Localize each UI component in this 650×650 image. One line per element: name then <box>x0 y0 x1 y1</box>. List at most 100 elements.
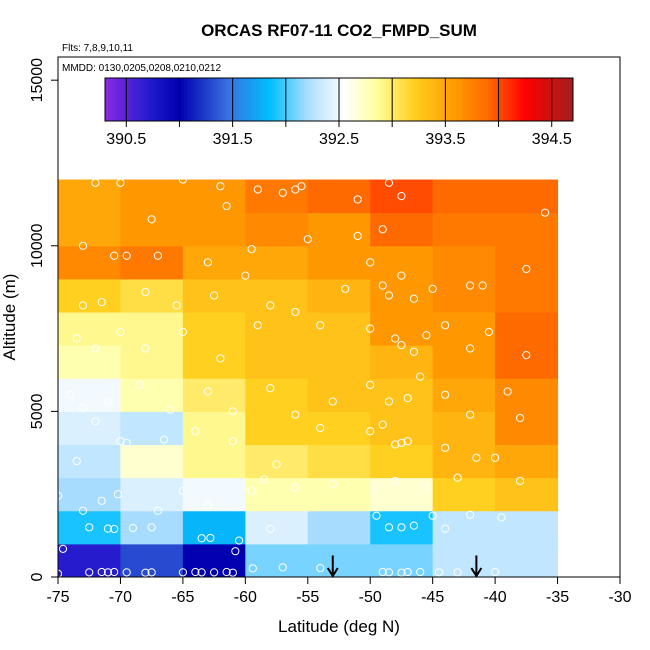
observation-points <box>53 175 550 578</box>
colorbar-step <box>432 78 436 121</box>
observation-point <box>234 536 244 545</box>
colorbar-step <box>271 78 276 121</box>
heatmap-cell <box>370 411 434 446</box>
observation-point <box>122 568 131 577</box>
colorbar-step <box>353 78 357 121</box>
observation-point <box>141 344 150 353</box>
observation-point <box>428 284 437 293</box>
observation-point <box>341 284 350 293</box>
heatmap-cell <box>245 477 309 512</box>
observation-point <box>85 523 94 532</box>
heatmap-cell <box>432 179 496 214</box>
observation-point <box>216 182 225 191</box>
heatmap-cell <box>182 477 246 512</box>
observation-point <box>116 327 125 337</box>
colorbar-tick-label: 390.5 <box>106 131 146 148</box>
observation-point <box>453 568 462 577</box>
colorbar-step <box>224 78 229 121</box>
observation-point <box>434 568 444 577</box>
colorbar-step <box>140 78 144 121</box>
heatmap-cell <box>495 179 559 214</box>
x-axis: -75 -70 -65 -60 -55 -50 -45 -40 -35 -30 <box>46 577 632 606</box>
colorbar-step <box>570 78 574 121</box>
observation-point <box>91 344 100 353</box>
colorbar-step <box>169 78 173 121</box>
observation-point <box>453 473 462 482</box>
colorbar-step <box>204 78 208 121</box>
observation-point <box>191 427 200 436</box>
observation-point <box>497 513 506 522</box>
colorbar-step <box>488 78 492 121</box>
observation-point <box>253 185 262 194</box>
heatmap-cell <box>432 543 496 578</box>
observation-point <box>391 476 400 486</box>
heatmap-cell <box>370 477 434 512</box>
x-tick-label: -50 <box>359 589 382 606</box>
observation-point <box>397 192 406 201</box>
x-tick-label: -65 <box>171 589 194 606</box>
observation-point <box>216 354 225 363</box>
heatmap-cell <box>307 543 371 578</box>
x-tick-label: -70 <box>109 589 132 606</box>
heatmap-cell <box>58 444 121 479</box>
observation-point <box>178 175 187 184</box>
colorbar-step <box>523 78 527 121</box>
observation-point <box>378 225 387 234</box>
heatmap-cell <box>495 378 559 412</box>
colorbar-step <box>321 78 325 121</box>
observation-point <box>147 523 156 532</box>
colorbar-step <box>172 78 176 121</box>
observation-point <box>466 344 475 353</box>
colorbar-step <box>423 78 428 121</box>
observation-point <box>416 567 425 577</box>
plot-frame <box>57 56 621 578</box>
colorbar-step <box>222 78 226 121</box>
colorbar-step <box>450 78 454 121</box>
colorbar-step <box>350 78 355 121</box>
colorbar-step <box>251 78 255 121</box>
colorbar-step <box>306 78 311 121</box>
heatmap-cell <box>370 245 434 280</box>
observation-point <box>103 524 113 533</box>
observation-point <box>110 567 119 577</box>
observation-point <box>113 490 123 499</box>
colorbar-step <box>219 78 223 121</box>
observation-point <box>291 185 300 194</box>
heatmap-cell <box>58 212 121 247</box>
colorbar-step <box>245 78 249 121</box>
colorbar-step <box>262 78 267 121</box>
x-tick-label: -30 <box>608 589 631 606</box>
colorbar-step <box>476 78 480 121</box>
observation-point <box>378 420 387 429</box>
heatmap-cell <box>245 444 309 479</box>
colorbar-step <box>163 78 167 121</box>
heatmap-cell <box>182 378 246 412</box>
observation-point <box>110 251 119 260</box>
colorbar-step <box>175 78 179 121</box>
colorbar-ticks: 390.5 391.5 392.5 393.5 394.5 <box>106 78 572 148</box>
heatmap-cell <box>307 444 371 479</box>
colorbar-step <box>447 78 451 121</box>
heatmap-cell <box>370 444 434 479</box>
heatmap-cell <box>58 245 121 280</box>
observation-point <box>441 390 450 399</box>
colorbar-step <box>379 78 384 121</box>
observation-point <box>491 567 500 577</box>
observation-point <box>97 567 106 577</box>
colorbar-step <box>529 78 533 121</box>
observation-point <box>85 568 94 577</box>
colorbar-step <box>435 78 439 121</box>
colorbar-step <box>482 78 486 121</box>
colorbar-step <box>213 78 217 121</box>
heatmap-cell <box>495 411 559 446</box>
colorbar-step <box>309 78 314 121</box>
colorbar-step <box>260 78 264 121</box>
heatmap-cell <box>245 510 309 545</box>
colorbar-step <box>300 78 305 121</box>
observation-point <box>466 410 475 419</box>
heatmap-cell <box>120 245 184 280</box>
colorbar-step <box>292 78 296 121</box>
colorbar-step <box>511 78 515 121</box>
heatmap-cell <box>307 278 371 313</box>
x-tick-label: -75 <box>46 589 69 606</box>
